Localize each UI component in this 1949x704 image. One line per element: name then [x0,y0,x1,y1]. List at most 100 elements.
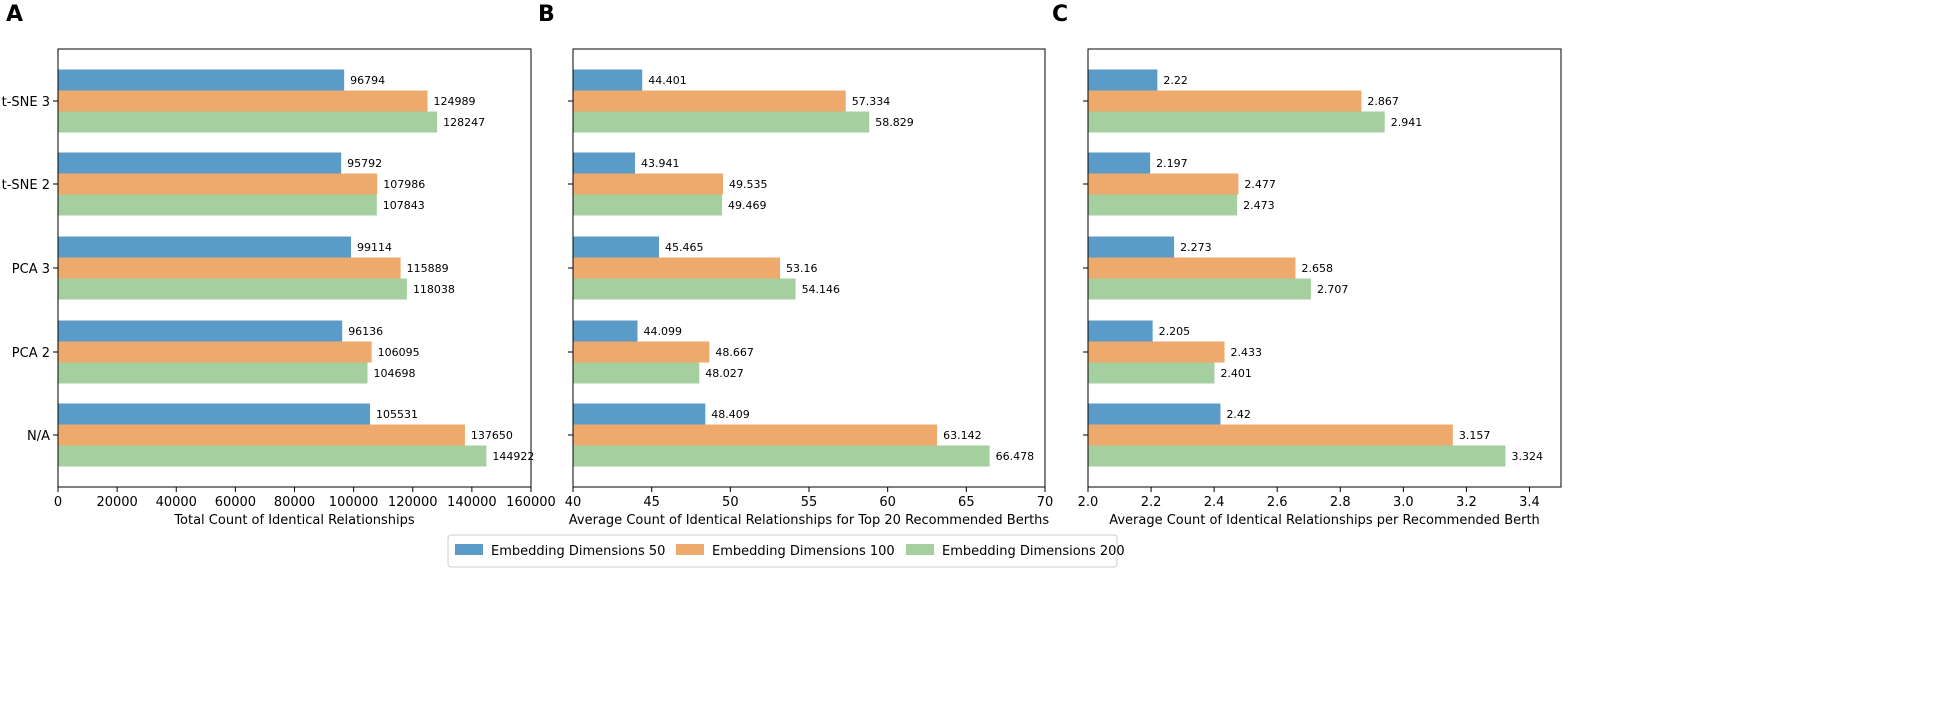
bar-b-dim100-4 [573,424,938,446]
bar-value-label-c-dim50-4: 2.42 [1226,408,1251,421]
bar-c-dim100-0 [1088,90,1362,112]
x-tick-label-b-0: 40 [565,495,582,510]
legend-frame [447,534,1118,568]
bar-value-label-b-dim50-3: 44.099 [643,325,682,338]
legend-label-50: Embedding Dimensions 50 [491,544,665,559]
bar-value-label-a-dim50-0: 96794 [350,74,385,87]
bar-value-label-b-dim200-1: 49.469 [728,199,767,212]
bar-value-label-a-dim100-3: 106095 [378,346,420,359]
bar-a-dim50-3 [58,320,343,342]
category-label-1: t-SNE 2 [2,178,50,193]
bar-a-dim200-3 [58,362,368,384]
legend-label-100: Embedding Dimensions 100 [712,544,895,559]
category-label-2: PCA 3 [12,262,50,277]
bar-a-dim200-0 [58,111,438,133]
bar-value-label-c-dim100-4: 3.157 [1459,429,1491,442]
bar-value-label-a-dim100-4: 137650 [471,429,513,442]
bar-b-dim50-0 [573,69,643,91]
category-label-0: t-SNE 3 [2,95,50,110]
bar-b-dim200-3 [573,362,700,384]
x-tick-label-c-6: 3.2 [1456,495,1477,510]
bar-value-label-b-dim50-1: 43.941 [641,157,680,170]
bar-value-label-a-dim200-0: 128247 [443,116,485,129]
bar-a-dim50-1 [58,152,342,174]
bar-value-label-c-dim200-4: 3.324 [1512,450,1544,463]
panels: 96794 95792 99114 96136 105531 124989 107986 11… [2,48,1562,528]
bar-c-dim50-1 [1088,152,1151,174]
bar-b-dim50-3 [573,320,638,342]
bar-c-dim200-3 [1088,362,1215,384]
bar-c-dim50-0 [1088,69,1158,91]
panel-a: 96794 95792 99114 96136 105531 124989 107986 11… [2,48,556,528]
bar-b-dim50-4 [573,403,706,425]
x-tick-label-a-8: 160000 [506,495,556,510]
bar-b-dim200-4 [573,445,990,467]
bar-c-dim50-4 [1088,403,1221,425]
legend-swatch-50 [455,544,483,555]
x-tick-label-b-4: 60 [879,495,896,510]
bar-c-dim200-0 [1088,111,1385,133]
bar-value-label-b-dim200-3: 48.027 [705,367,744,380]
bar-a-dim50-2 [58,236,352,258]
bar-a-dim100-2 [58,257,401,279]
bar-value-label-a-dim50-2: 99114 [357,241,392,254]
x-tick-label-c-1: 2.2 [1141,495,1162,510]
bar-a-dim100-3 [58,341,372,363]
legend-label-200: Embedding Dimensions 200 [942,544,1125,559]
bar-b-dim100-2 [573,257,781,279]
panel-letter-c: C [1052,2,1068,27]
x-tick-label-a-3: 60000 [215,495,256,510]
x-tick-label-a-4: 80000 [274,495,315,510]
legend-swatch-100 [676,544,704,555]
bar-a-dim50-4 [58,403,370,425]
bar-b-dim100-0 [573,90,846,112]
bar-value-label-a-dim200-3: 104698 [374,367,416,380]
x-tick-label-b-1: 45 [643,495,660,510]
x-tick-label-b-6: 70 [1037,495,1054,510]
bar-value-label-b-dim200-2: 54.146 [802,283,841,296]
bar-value-label-c-dim200-1: 2.473 [1243,199,1275,212]
x-axis-label-c: Average Count of Identical Relationships… [1109,513,1540,528]
x-tick-label-b-3: 55 [801,495,818,510]
bar-c-dim100-3 [1088,341,1225,363]
bar-a-dim100-4 [58,424,465,446]
panel-letter-b: B [538,2,555,27]
category-label-3: PCA 2 [12,346,50,361]
bar-c-dim200-4 [1088,445,1506,467]
bar-c-dim100-2 [1088,257,1296,279]
bar-b-dim200-1 [573,194,722,216]
bar-c-dim200-2 [1088,278,1311,300]
x-tick-label-a-6: 120000 [388,495,438,510]
bar-a-dim50-0 [58,69,345,91]
bar-b-dim200-2 [573,278,796,300]
bar-value-label-c-dim100-0: 2.867 [1367,95,1399,108]
bar-c-dim100-1 [1088,173,1239,195]
bar-b-dim200-0 [573,111,870,133]
bar-value-label-b-dim200-4: 66.478 [996,450,1034,463]
bar-a-dim200-4 [58,445,487,467]
x-tick-label-a-0: 0 [54,495,62,510]
bar-value-label-a-dim50-4: 105531 [376,408,418,421]
bar-value-label-b-dim100-3: 48.667 [715,346,754,359]
bar-value-label-c-dim50-1: 2.197 [1156,157,1188,170]
bar-value-label-b-dim200-0: 58.829 [875,116,914,129]
bar-value-label-a-dim100-0: 124989 [433,95,475,108]
bar-value-label-a-dim100-1: 107986 [383,178,425,191]
bar-value-label-a-dim50-1: 95792 [347,157,382,170]
bar-value-label-b-dim50-0: 44.401 [648,74,687,87]
bar-value-label-c-dim200-0: 2.941 [1391,116,1423,129]
bar-b-dim50-2 [573,236,659,258]
x-tick-label-a-2: 40000 [156,495,197,510]
bar-a-dim100-0 [58,90,428,112]
x-axis-label-b: Average Count of Identical Relationships… [569,513,1050,528]
bar-value-label-b-dim100-0: 57.334 [852,95,891,108]
x-tick-label-a-5: 100000 [329,495,379,510]
bar-c-dim50-2 [1088,236,1175,258]
bar-value-label-b-dim100-2: 53.16 [786,262,818,275]
x-tick-label-c-0: 2.0 [1078,495,1099,510]
bar-value-label-a-dim50-3: 96136 [348,325,383,338]
bar-value-label-a-dim100-2: 115889 [407,262,449,275]
bar-value-label-c-dim100-1: 2.477 [1244,178,1276,191]
panel-letter-a: A [6,2,23,27]
